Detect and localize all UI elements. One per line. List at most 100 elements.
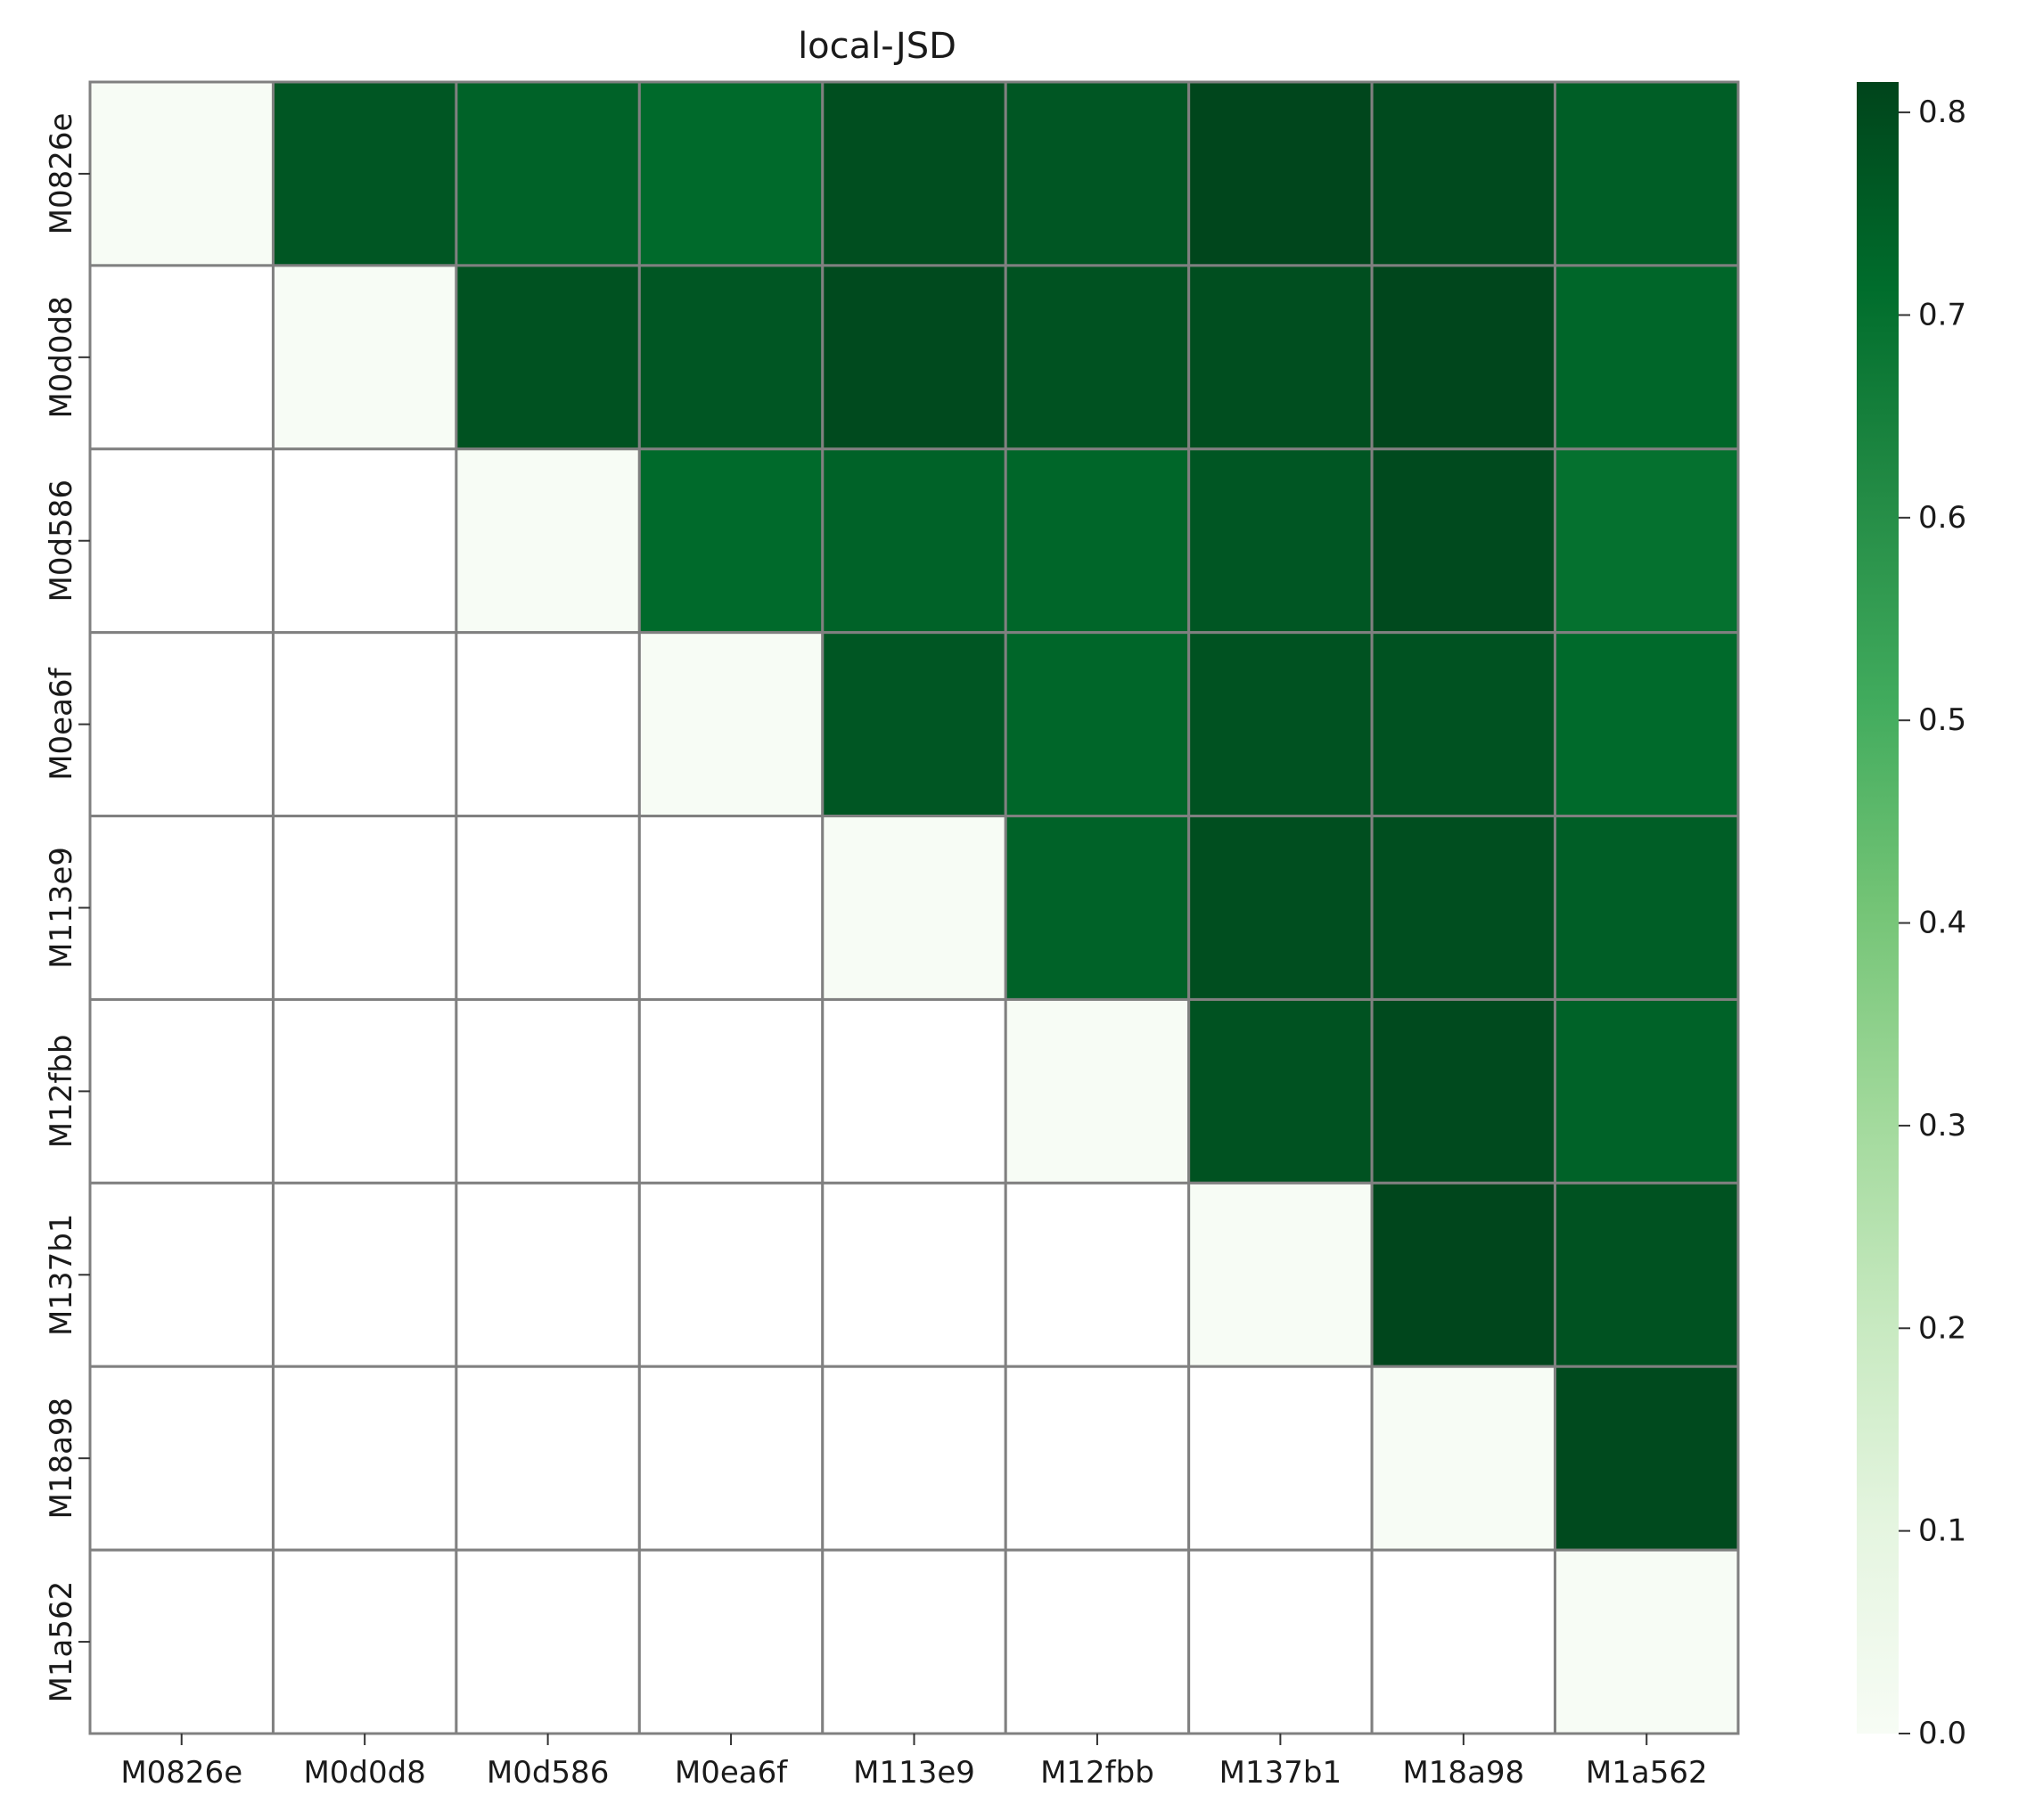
- heatmap-cell: [455, 80, 641, 267]
- x-tick-label: M0826e: [120, 1755, 242, 1791]
- y-tick-label: M0d0d8: [44, 296, 79, 418]
- heatmap-cell: [1554, 264, 1740, 451]
- heatmap-cell: [821, 80, 1007, 267]
- colorbar-tick-label: 0.8: [1918, 94, 1966, 130]
- heatmap-cell: [455, 447, 641, 635]
- x-tick-label: M0d586: [487, 1755, 609, 1791]
- heatmap-cell: [1187, 1181, 1374, 1368]
- heatmap-cell-masked: [455, 815, 641, 1001]
- heatmap-cell-masked: [821, 997, 1007, 1185]
- heatmap-cell: [637, 264, 825, 451]
- y-tick-label: M137b1: [44, 1214, 79, 1336]
- heatmap-cell-masked: [1370, 1548, 1557, 1735]
- heatmap-cell: [1370, 631, 1557, 818]
- heatmap-cell-masked: [271, 815, 458, 1001]
- heatmap-cell-masked: [637, 815, 825, 1001]
- colorbar-tick-label: 0.5: [1918, 702, 1966, 738]
- heatmap-cell-masked: [821, 1365, 1007, 1552]
- heatmap-cell-masked: [455, 1181, 641, 1368]
- heatmap-cell: [1004, 447, 1191, 635]
- y-tick-label: M0ea6f: [44, 667, 79, 780]
- heatmap-cell-masked: [637, 997, 825, 1185]
- x-tick-label: M1a562: [1586, 1755, 1708, 1791]
- colorbar-tick-label: 0.2: [1918, 1310, 1966, 1346]
- heatmap-cell: [1004, 264, 1191, 451]
- x-tick-label: M12fbb: [1040, 1755, 1154, 1791]
- heatmap-cell: [1554, 447, 1740, 635]
- y-tick-label: M12fbb: [44, 1035, 79, 1149]
- heatmap-cell: [271, 80, 458, 267]
- heatmap-cell-masked: [637, 1548, 825, 1735]
- heatmap-cell: [1554, 1548, 1740, 1735]
- heatmap-cell-masked: [455, 997, 641, 1185]
- heatmap-cell: [1554, 815, 1740, 1001]
- x-tick-label: M137b1: [1219, 1755, 1342, 1791]
- heatmap-cell-masked: [637, 1181, 825, 1368]
- heatmap-cell: [1187, 447, 1374, 635]
- heatmap-cell: [1187, 997, 1374, 1185]
- heatmap-cell: [1370, 1365, 1557, 1552]
- heatmap-cell-masked: [88, 631, 275, 818]
- heatmap-cell-masked: [271, 1181, 458, 1368]
- heatmap-cell-masked: [88, 1365, 275, 1552]
- heatmap-cell: [1187, 80, 1374, 267]
- heatmap-cell-masked: [88, 264, 275, 451]
- heatmap-cell: [1370, 815, 1557, 1001]
- y-axis: M0826e M0d0d8 M0d586 M0ea6f M113e9 M12fbb M137…: [44, 113, 90, 1703]
- heatmap-cell: [271, 264, 458, 451]
- heatmap-cell: [637, 447, 825, 635]
- heatmap-cell: [637, 80, 825, 267]
- colorbar-tick-label: 0.3: [1918, 1108, 1966, 1144]
- y-tick-label: M113e9: [44, 847, 79, 969]
- x-tick-label: M18a98: [1402, 1755, 1524, 1791]
- x-tick-label: M0ea6f: [675, 1755, 788, 1791]
- heatmap-cell-masked: [88, 447, 275, 635]
- heatmap-cell: [1370, 1181, 1557, 1368]
- heatmap-cell: [1004, 631, 1191, 818]
- heatmap-cell-masked: [1004, 1181, 1191, 1368]
- colorbar: 0.0 0.1 0.2 0.3 0.4 0.5 0.6 0.7 0.8: [1857, 82, 1966, 1751]
- chart-title: local-JSD: [798, 26, 956, 67]
- heatmap-cell: [88, 80, 275, 267]
- heatmap-cell: [1370, 997, 1557, 1185]
- heatmap-cell-masked: [88, 815, 275, 1001]
- x-axis: M0826e M0d0d8 M0d586 M0ea6f M113e9 M12fbb M137…: [120, 1734, 1708, 1791]
- heatmap-cell: [1370, 80, 1557, 267]
- x-tick-label: M0d0d8: [303, 1755, 425, 1791]
- y-tick-label: M0d586: [44, 480, 79, 602]
- heatmap-cell-masked: [1004, 1548, 1191, 1735]
- x-tick-label: M113e9: [853, 1755, 975, 1791]
- heatmap-cell: [1554, 997, 1740, 1185]
- heatmap-cell-masked: [637, 1365, 825, 1552]
- colorbar-tick-label: 0.0: [1918, 1716, 1966, 1751]
- heatmap-cell: [1554, 1181, 1740, 1368]
- heatmap-cell: [1187, 631, 1374, 818]
- colorbar-tick-label: 0.1: [1918, 1513, 1966, 1549]
- y-tick-label: M0826e: [44, 113, 79, 235]
- heatmap-cell: [1554, 80, 1740, 267]
- heatmap-cell-masked: [88, 1548, 275, 1735]
- heatmap-cell-masked: [821, 1181, 1007, 1368]
- heatmap-cell: [1554, 1365, 1740, 1552]
- heatmap-cell-masked: [271, 1365, 458, 1552]
- heatmap-cells: [88, 80, 1740, 1735]
- colorbar-tick-label: 0.7: [1918, 297, 1966, 332]
- y-tick-label: M18a98: [44, 1398, 79, 1520]
- heatmap-cell-masked: [1004, 1365, 1191, 1552]
- colorbar-tick-label: 0.6: [1918, 500, 1966, 536]
- heatmap-cell: [821, 631, 1007, 818]
- heatmap-cell-masked: [1187, 1365, 1374, 1552]
- heatmap-cell-masked: [88, 1181, 275, 1368]
- heatmap-cell-masked: [455, 1548, 641, 1735]
- heatmap-cell: [1004, 815, 1191, 1001]
- heatmap-cell: [1370, 264, 1557, 451]
- heatmap-cell-masked: [271, 997, 458, 1185]
- heatmap-cell-masked: [821, 1548, 1007, 1735]
- colorbar-gradient: [1857, 82, 1899, 1734]
- heatmap-cell-masked: [455, 1365, 641, 1552]
- y-tick-label: M1a562: [44, 1581, 79, 1703]
- heatmap-cell: [455, 264, 641, 451]
- heatmap-cell: [821, 815, 1007, 1001]
- heatmap-cell-masked: [88, 997, 275, 1185]
